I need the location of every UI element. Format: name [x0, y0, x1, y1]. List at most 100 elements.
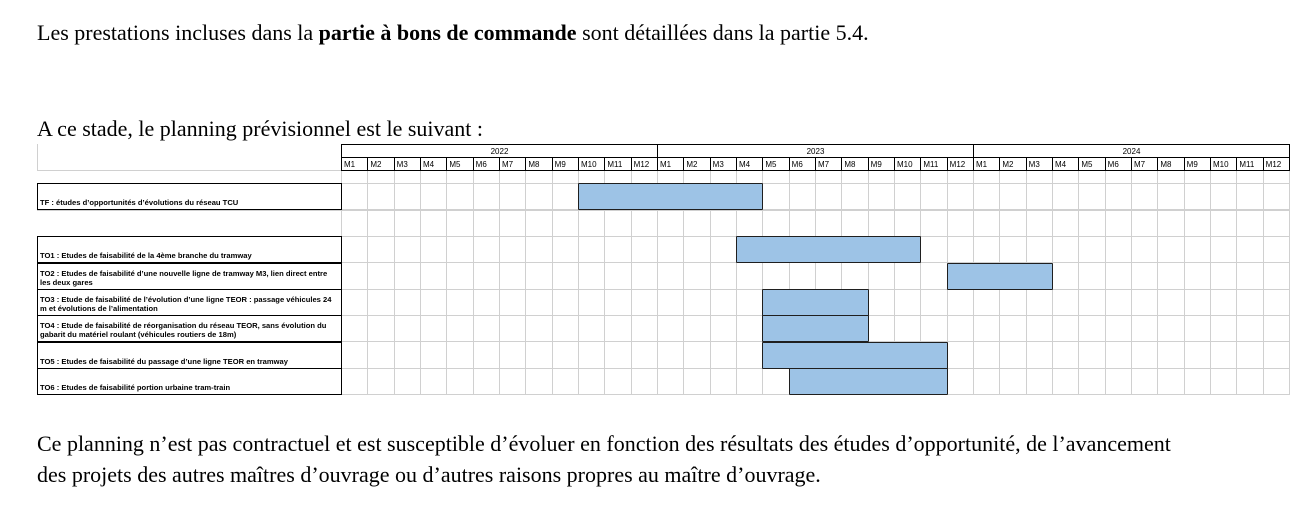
task-bar: [762, 315, 869, 343]
intro-text: Les prestations incluses dans la: [37, 20, 319, 45]
grid-line: [841, 170, 843, 395]
grid-line: [1157, 170, 1159, 395]
year-cell: 2022: [341, 144, 658, 158]
grid-line: [37, 262, 1289, 264]
month-cell: M2: [683, 157, 711, 171]
grid-line: [604, 170, 606, 395]
grid-line: [367, 170, 369, 395]
month-cell: M8: [841, 157, 869, 171]
grid-line: [1104, 170, 1106, 395]
month-cell: M11: [1236, 157, 1264, 171]
grid-line: [630, 170, 632, 395]
year-cell: 2023: [657, 144, 974, 158]
grid-line: [1183, 170, 1185, 395]
month-cell: M3: [709, 157, 737, 171]
task-label: TF : études d’opportunités d’évolutions …: [37, 183, 342, 211]
grid-line: [37, 210, 1289, 211]
month-cell: M10: [894, 157, 922, 171]
month-cell: M5: [1078, 157, 1106, 171]
task-bar: [736, 236, 922, 264]
month-cell: M2: [999, 157, 1027, 171]
year-cell: 2024: [973, 144, 1290, 158]
grid-line: [420, 170, 421, 395]
grid-line: [709, 170, 711, 395]
month-cell: M7: [1131, 157, 1159, 171]
grid-line: [894, 170, 895, 395]
month-cell: M9: [1183, 157, 1211, 171]
grid-line: [657, 170, 658, 395]
month-cell: M11: [604, 157, 632, 171]
grid-line: [815, 170, 816, 395]
month-cell: M7: [499, 157, 527, 171]
month-cell: M3: [1025, 157, 1053, 171]
month-cell: M10: [1210, 157, 1238, 171]
grid-line: [578, 170, 579, 395]
task-label: TO6 : Etudes de faisabilité portion urba…: [37, 368, 342, 396]
month-cell: M6: [788, 157, 816, 171]
grid-line: [1262, 170, 1264, 395]
grid-line: [446, 170, 448, 395]
month-cell: M4: [736, 157, 764, 171]
grid-line: [499, 170, 500, 395]
task-label: TO1 : Etudes de faisabilité de la 4ème b…: [37, 236, 342, 264]
grid-line: [867, 170, 869, 395]
grid-line: [37, 236, 1289, 237]
task-bar: [578, 183, 764, 211]
month-cell: M5: [762, 157, 790, 171]
intro-bold: partie à bons de commande: [318, 20, 577, 45]
task-bar: [788, 368, 948, 396]
grid-line: [393, 170, 395, 395]
month-cell: M4: [1052, 157, 1080, 171]
grid-line: [1289, 170, 1290, 395]
grid-line: [37, 144, 38, 170]
month-cell: M1: [657, 157, 685, 171]
task-bar: [946, 263, 1053, 291]
grid-line: [551, 170, 553, 395]
month-cell: M11: [920, 157, 948, 171]
grid-line: [736, 170, 737, 395]
month-cell: M6: [1104, 157, 1132, 171]
month-cell: M12: [630, 157, 658, 171]
grid-line: [788, 170, 790, 395]
grid-line: [37, 368, 1289, 370]
grid-line: [525, 170, 527, 395]
outro: Ce planning n’est pas contractuel et est…: [37, 431, 1171, 487]
month-cell: M8: [525, 157, 553, 171]
grid-line: [472, 170, 474, 395]
task-bar: [762, 289, 869, 317]
grid-line: [920, 170, 922, 395]
month-cell: M9: [551, 157, 579, 171]
task-label: TO2 : Etudes de faisabilité d’une nouvel…: [37, 263, 342, 291]
task-bar: [762, 342, 948, 370]
task-label: TO3 : Etude de faisabilité de l’évolutio…: [37, 289, 342, 317]
month-cell: M1: [341, 157, 369, 171]
month-cell: M10: [578, 157, 606, 171]
month-cell: M12: [1262, 157, 1290, 171]
grid-line: [1236, 170, 1238, 395]
month-cell: M9: [867, 157, 895, 171]
intro-text: sont détaillées dans la partie 5.4.: [576, 20, 869, 45]
intro: Les prestations incluses dans la partie …: [37, 20, 869, 46]
grid-line: [37, 289, 1289, 291]
task-label: TO4 : Etude de faisabilité de réorganisa…: [37, 315, 342, 343]
grid-line: [762, 170, 764, 395]
month-cell: M3: [393, 157, 421, 171]
task-label: TO5 : Etudes de faisabilité du passage d…: [37, 342, 342, 370]
grid-line: [1078, 170, 1080, 395]
grid-line: [1210, 170, 1211, 395]
grid-line: [37, 315, 1289, 317]
month-cell: M2: [367, 157, 395, 171]
month-cell: M7: [815, 157, 843, 171]
month-cell: M8: [1157, 157, 1185, 171]
grid-line: [1131, 170, 1132, 395]
grid-line: [683, 170, 685, 395]
month-cell: M5: [446, 157, 474, 171]
grid-line: [37, 341, 1289, 343]
month-cell: M6: [472, 157, 500, 171]
month-cell: M1: [973, 157, 1001, 171]
month-cell: M12: [946, 157, 974, 171]
month-cell: M4: [420, 157, 448, 171]
grid-line: [37, 394, 1289, 396]
